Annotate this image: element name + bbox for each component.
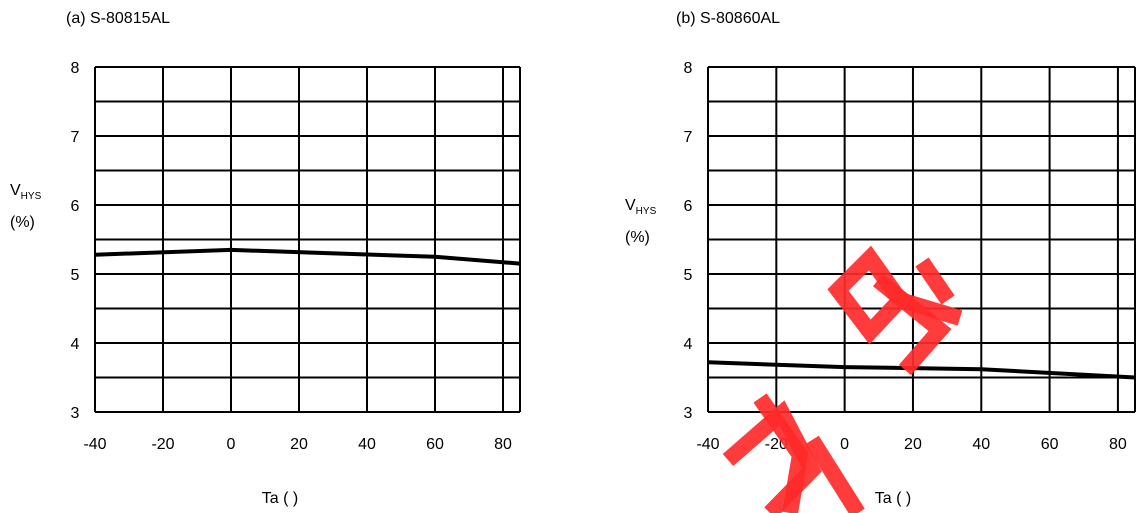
x-tick-label: 20 bbox=[290, 436, 308, 453]
y-tick-label: 4 bbox=[71, 336, 80, 353]
x-tick-label: -40 bbox=[83, 436, 106, 453]
chart-title: (a) S-80815AL bbox=[66, 10, 170, 27]
y-axis-label-subscript: HYS bbox=[21, 191, 42, 202]
x-tick-label: 0 bbox=[227, 436, 236, 453]
series-line bbox=[707, 360, 1136, 380]
x-tick-label: 80 bbox=[494, 436, 512, 453]
y-axis-unit: (%) bbox=[10, 214, 35, 231]
x-tick-label: 60 bbox=[1041, 436, 1059, 453]
y-tick-label: 7 bbox=[71, 129, 80, 146]
x-tick-label: 80 bbox=[1109, 436, 1127, 453]
y-axis-label: VHYS bbox=[10, 182, 42, 202]
x-tick-label: 0 bbox=[840, 436, 849, 453]
x-tick-label: -40 bbox=[696, 436, 719, 453]
x-axis-label: Ta ( ) bbox=[875, 490, 911, 507]
y-tick-label: 3 bbox=[684, 405, 693, 422]
y-axis-label-subscript: HYS bbox=[636, 206, 657, 217]
x-tick-label: -20 bbox=[151, 436, 174, 453]
y-tick-label: 5 bbox=[684, 267, 693, 284]
y-tick-label: 8 bbox=[71, 60, 80, 77]
y-tick-label: 6 bbox=[71, 198, 80, 215]
y-axis-label: VHYS bbox=[625, 197, 657, 217]
x-tick-label: 40 bbox=[972, 436, 990, 453]
chart-title: (b) S-80860AL bbox=[676, 10, 780, 27]
y-axis-unit: (%) bbox=[625, 229, 650, 246]
x-tick-label: 60 bbox=[426, 436, 444, 453]
x-tick-label: 20 bbox=[904, 436, 922, 453]
watermark-stamp bbox=[722, 245, 963, 513]
y-tick-label: 8 bbox=[684, 60, 693, 77]
y-axis-label-main: V bbox=[10, 182, 21, 199]
grid-lines bbox=[94, 66, 521, 413]
y-tick-label: 3 bbox=[71, 405, 80, 422]
x-tick-label: 40 bbox=[358, 436, 376, 453]
y-tick-label: 5 bbox=[71, 267, 80, 284]
series-line bbox=[94, 247, 521, 266]
y-tick-label: 4 bbox=[684, 336, 693, 353]
y-tick-label: 6 bbox=[684, 198, 693, 215]
chart-a: (a) S-80815AL 3 4 5 6 7 8 -40 -20 0 20 40 60 80 VHYS (%… bbox=[10, 10, 521, 507]
y-tick-label: 7 bbox=[684, 129, 693, 146]
x-axis-label: Ta ( ) bbox=[262, 490, 298, 507]
y-axis-label-main: V bbox=[625, 197, 636, 214]
